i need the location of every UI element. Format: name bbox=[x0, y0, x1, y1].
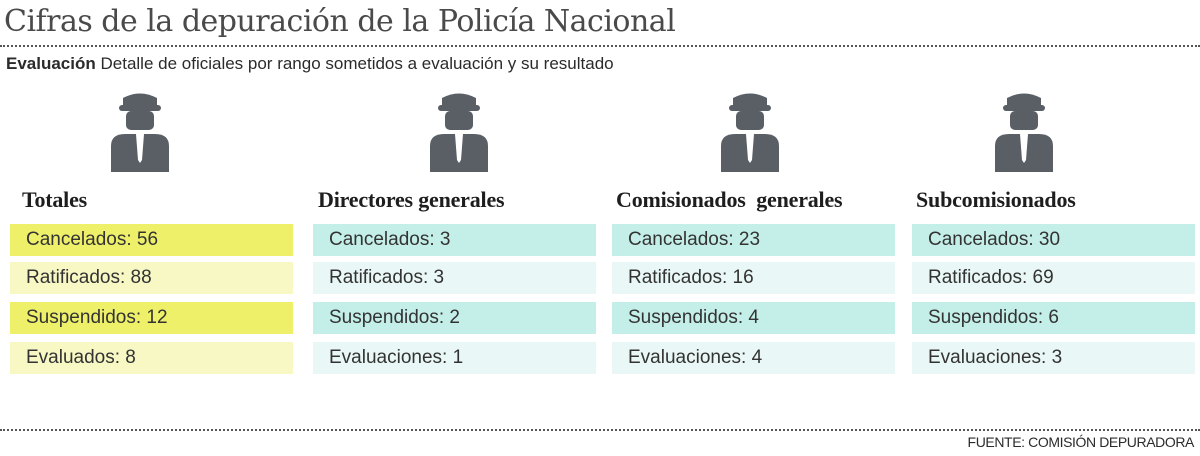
row-suspendidos: Suspendidos: 4 bbox=[612, 302, 895, 334]
group-title-subcomisionados: Subcomisionados bbox=[916, 187, 1076, 212]
row-cancelados: Cancelados: 56 bbox=[10, 224, 293, 256]
row-evaluaciones: Evaluaciones: 1 bbox=[313, 342, 596, 374]
group-title-totales: Totales bbox=[22, 187, 88, 212]
subtitle: Evaluación Detalle de oficiales por rang… bbox=[6, 54, 614, 74]
police-officer-icon bbox=[721, 93, 779, 172]
row-evaluaciones: Evaluaciones: 3 bbox=[912, 342, 1195, 374]
group-title-directores: Directores generales bbox=[318, 187, 505, 212]
row-cancelados: Cancelados: 30 bbox=[912, 224, 1195, 256]
police-officer-icon bbox=[111, 93, 169, 172]
row-evaluados: Evaluados: 8 bbox=[10, 342, 293, 374]
top-dotted-divider bbox=[0, 45, 1200, 47]
subtitle-description: Detalle de oficiales por rango sometidos… bbox=[95, 54, 614, 73]
police-officer-icon bbox=[995, 93, 1053, 172]
row-cancelados: Cancelados: 3 bbox=[313, 224, 596, 256]
group-title-comisionados: Comisionados generales bbox=[616, 187, 843, 212]
row-ratificados: Ratificados: 69 bbox=[912, 262, 1195, 294]
police-officer-icon bbox=[430, 93, 488, 172]
row-ratificados: Ratificados: 3 bbox=[313, 262, 596, 294]
row-suspendidos: Suspendidos: 2 bbox=[313, 302, 596, 334]
row-suspendidos: Suspendidos: 12 bbox=[10, 302, 293, 334]
row-ratificados: Ratificados: 88 bbox=[10, 262, 293, 294]
bottom-dotted-divider bbox=[0, 429, 1200, 431]
source-credit: FUENTE: COMISIÓN DEPURADORA bbox=[967, 434, 1195, 450]
row-ratificados: Ratificados: 16 bbox=[612, 262, 895, 294]
row-suspendidos: Suspendidos: 6 bbox=[912, 302, 1195, 334]
page-title: Cifras de la depuración de la Policía Na… bbox=[4, 4, 676, 39]
row-cancelados: Cancelados: 23 bbox=[612, 224, 895, 256]
row-evaluaciones: Evaluaciones: 4 bbox=[612, 342, 895, 374]
subtitle-label: Evaluación bbox=[6, 54, 96, 73]
